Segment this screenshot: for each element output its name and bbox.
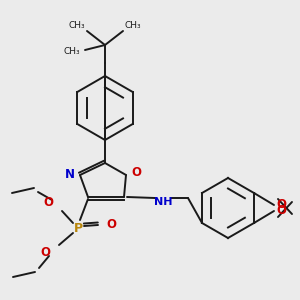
Text: CH₃: CH₃ — [64, 47, 80, 56]
Text: N: N — [65, 169, 75, 182]
Text: O: O — [40, 247, 50, 260]
Text: O: O — [131, 166, 141, 178]
Text: O: O — [43, 196, 53, 209]
Text: O: O — [276, 205, 286, 218]
Text: P: P — [74, 221, 82, 235]
Text: O: O — [106, 218, 116, 232]
Text: NH: NH — [154, 197, 172, 207]
Text: O: O — [276, 199, 286, 212]
Text: CH₃: CH₃ — [69, 20, 85, 29]
Text: CH₃: CH₃ — [125, 20, 141, 29]
